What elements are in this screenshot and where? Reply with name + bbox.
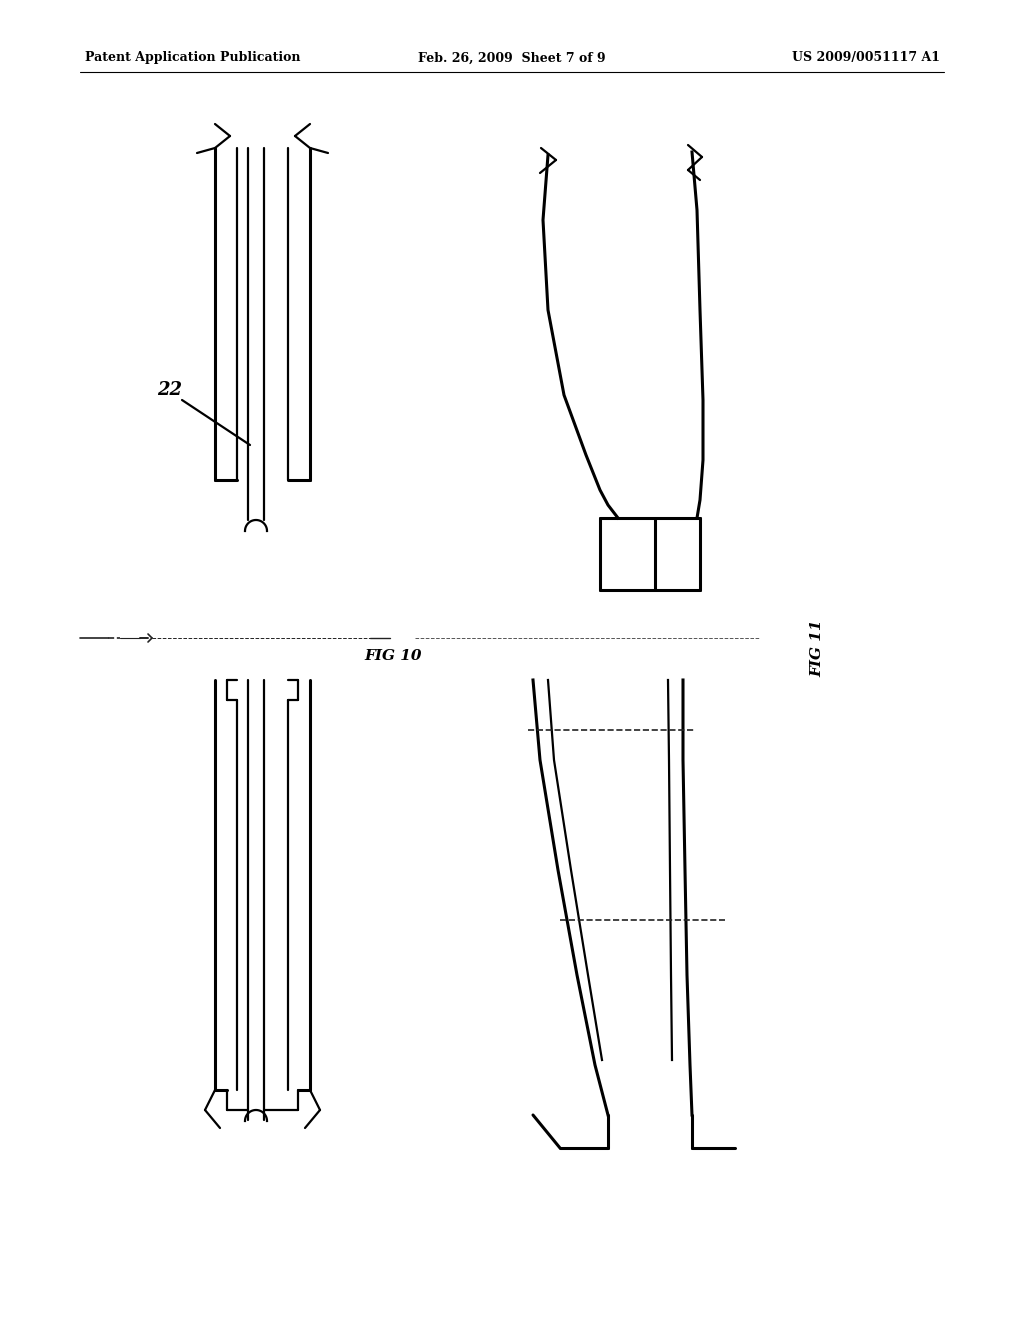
Text: Feb. 26, 2009  Sheet 7 of 9: Feb. 26, 2009 Sheet 7 of 9: [418, 51, 606, 65]
Text: FIG 10: FIG 10: [365, 649, 422, 663]
Text: Patent Application Publication: Patent Application Publication: [85, 51, 300, 65]
Text: FIG 11: FIG 11: [810, 619, 824, 677]
Text: 22: 22: [158, 381, 182, 399]
Text: US 2009/0051117 A1: US 2009/0051117 A1: [792, 51, 940, 65]
